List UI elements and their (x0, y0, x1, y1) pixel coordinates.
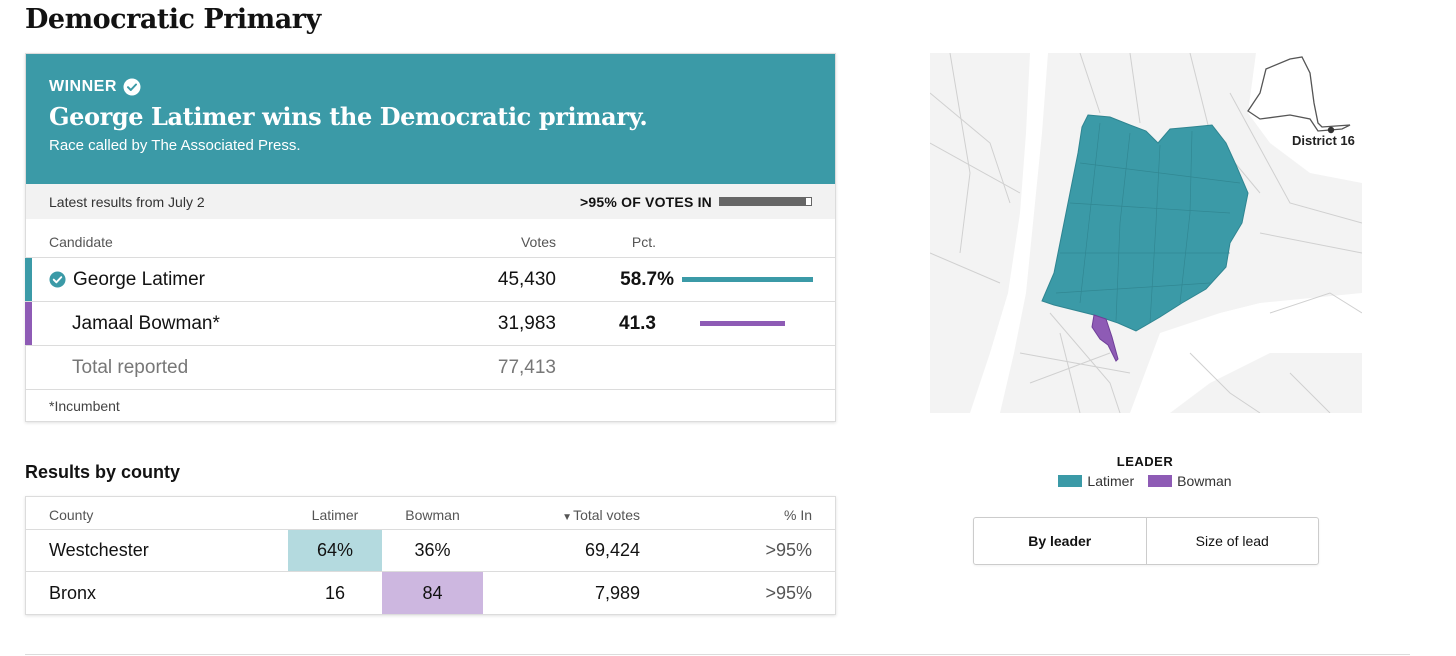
candidate-votes: 45,430 (497, 268, 556, 290)
candidate-pct: 58.7% (620, 268, 674, 290)
latest-results-text: Latest results from July 2 (49, 193, 205, 210)
total-votes-column-header[interactable]: ▼Total votes (483, 507, 640, 523)
candidate-color-swatch (25, 302, 32, 345)
bowman-district-area (1091, 314, 1119, 362)
winner-checkmark-icon (49, 270, 67, 289)
total-reported-votes: 77,413 (497, 356, 556, 378)
latimer-share-cell: 64% (288, 530, 382, 571)
map-view-toggle: By leader Size of lead (973, 517, 1319, 565)
candidate-pct: 41.3 (619, 312, 656, 334)
candidate-votes: 31,983 (497, 312, 556, 334)
county-row: Westchester 64% 36% 69,424 >95% (26, 530, 835, 572)
river-water (970, 53, 1048, 413)
candidate-name-cell: George Latimer (26, 269, 496, 291)
legend-swatch (1148, 475, 1173, 487)
map-legend: LEADER Latimer Bowman (1000, 454, 1290, 489)
district-map-svg: District 16 (930, 53, 1362, 413)
incumbent-footnote: *Incumbent (49, 398, 120, 414)
county-name: Westchester (49, 540, 149, 560)
latimer-share-cell: 16 (324, 582, 346, 603)
legend-item-bowman: Bowman (1148, 473, 1232, 489)
district-map[interactable]: District 16 (930, 53, 1362, 413)
by-leader-button[interactable]: By leader (1028, 533, 1092, 549)
size-of-lead-button[interactable]: Size of lead (1145, 518, 1319, 564)
winner-label: WINNER (49, 78, 117, 95)
county-pct-in: >95% (765, 540, 812, 560)
county-pct-in: >95% (765, 582, 812, 603)
sort-descending-icon: ▼ (562, 512, 573, 523)
ny-state-inset (1247, 56, 1351, 132)
candidate-column-header: Candidate (49, 234, 113, 250)
winner-headline: George Latimer wins the Democratic prima… (49, 102, 648, 131)
county-column-header: County (49, 507, 94, 523)
county-total-votes: 69,424 (584, 540, 640, 560)
sound-water (1130, 293, 1362, 413)
total-votes-header-label: Total votes (573, 507, 640, 523)
district-internal-lines (1055, 122, 1241, 324)
votes-in-progress-bar (719, 197, 812, 206)
votes-in-progress-fill (720, 198, 807, 205)
total-reported-row: Total reported 77,413 (26, 346, 835, 390)
race-called-text: Race called by The Associated Press. (49, 137, 301, 154)
county-results-title: Results by county (25, 462, 181, 482)
total-reported-label: Total reported (72, 356, 189, 378)
bowman-column-header[interactable]: Bowman (405, 507, 460, 523)
bowman-share-cell: 84 (382, 572, 483, 614)
candidate-pct-bar (700, 321, 831, 326)
candidate-name: George Latimer (73, 268, 206, 290)
candidate-name-cell: Jamaal Bowman* (26, 313, 496, 335)
legend-title: LEADER (1116, 454, 1174, 469)
votes-in-label: >95% OF VOTES IN (580, 193, 712, 210)
county-name: Bronx (49, 582, 97, 603)
pct-column-header: Pct. (631, 234, 656, 250)
latimer-district-area (1041, 114, 1249, 332)
district-location-dot (1327, 126, 1335, 134)
candidate-pct-bar-fill (700, 321, 785, 326)
checkmark-icon (123, 78, 141, 96)
county-total-votes: 7,989 (594, 582, 640, 603)
results-status-bar: Latest results from July 2 >95% OF VOTES… (26, 184, 835, 219)
candidate-table-header: Candidate Votes Pct. (26, 219, 835, 258)
winner-label-row: WINNER (49, 78, 812, 96)
winner-banner: WINNER George Latimer wins the Democrati… (26, 54, 835, 184)
district-label: District 16 (1292, 133, 1355, 148)
votes-in-indicator: >95% OF VOTES IN (580, 194, 812, 210)
candidate-pct-bar (682, 277, 813, 282)
legend-swatch (1058, 475, 1083, 487)
legend-item-latimer: Latimer (1058, 473, 1134, 489)
votes-column-header: Votes (520, 234, 556, 250)
legend-items: Latimer Bowman (1000, 473, 1290, 489)
candidate-pct-bar-fill (682, 277, 813, 282)
total-label-cell: Total reported (26, 357, 496, 379)
candidate-row-bowman: Jamaal Bowman* 31,983 41.3 (25, 302, 835, 346)
latimer-column-header[interactable]: Latimer (311, 507, 359, 523)
candidate-name: Jamaal Bowman* (72, 312, 220, 334)
county-results-table: County Latimer Bowman ▼Total votes % In … (25, 496, 836, 615)
bottom-divider (25, 654, 1410, 655)
candidate-color-swatch (25, 258, 32, 301)
results-card: WINNER George Latimer wins the Democrati… (25, 53, 836, 422)
pct-in-column-header[interactable]: % In (783, 507, 812, 523)
county-row: Bronx 16 84 7,989 >95% (26, 572, 835, 614)
legend-label: Latimer (1087, 473, 1135, 489)
page-title: Democratic Primary (25, 4, 321, 35)
bowman-share-cell: 36% (414, 540, 451, 560)
county-table-header: County Latimer Bowman ▼Total votes % In (26, 497, 835, 530)
legend-label: Bowman (1177, 473, 1232, 489)
candidate-row-latimer: George Latimer 45,430 58.7% (25, 258, 835, 302)
